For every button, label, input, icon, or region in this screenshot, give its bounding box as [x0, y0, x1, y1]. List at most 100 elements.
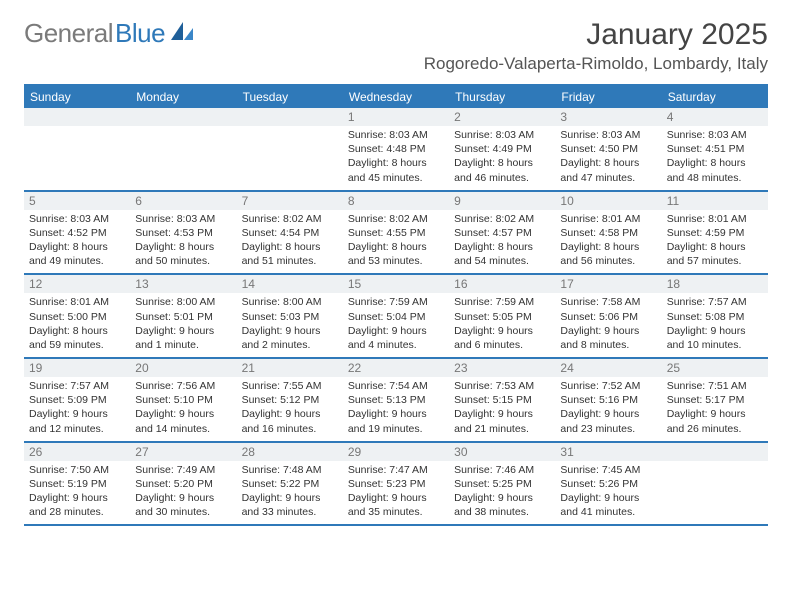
- dow-friday: Friday: [555, 86, 661, 108]
- day-sunrise: Sunrise: 7:50 AM: [29, 463, 125, 477]
- day-sunrise: Sunrise: 7:57 AM: [29, 379, 125, 393]
- day-details: Sunrise: 7:57 AMSunset: 5:08 PMDaylight:…: [662, 293, 768, 357]
- title-location: Rogoredo-Valaperta-Rimoldo, Lombardy, It…: [424, 54, 768, 74]
- day-daylight2: and 51 minutes.: [242, 254, 338, 268]
- day-daylight1: Daylight: 9 hours: [454, 407, 550, 421]
- day-sunset: Sunset: 4:58 PM: [560, 226, 656, 240]
- day-daylight1: Daylight: 8 hours: [29, 240, 125, 254]
- day-daylight1: Daylight: 9 hours: [560, 407, 656, 421]
- day-number: 16: [449, 275, 555, 293]
- day-daylight2: and 2 minutes.: [242, 338, 338, 352]
- day-details: Sunrise: 8:00 AMSunset: 5:01 PMDaylight:…: [130, 293, 236, 357]
- day-sunrise: Sunrise: 8:00 AM: [135, 295, 231, 309]
- calendar-day: 6Sunrise: 8:03 AMSunset: 4:53 PMDaylight…: [130, 192, 236, 274]
- day-sunset: Sunset: 5:19 PM: [29, 477, 125, 491]
- day-sunset: Sunset: 4:59 PM: [667, 226, 763, 240]
- calendar-day: .: [130, 108, 236, 190]
- calendar-day: 4Sunrise: 8:03 AMSunset: 4:51 PMDaylight…: [662, 108, 768, 190]
- day-details: Sunrise: 7:51 AMSunset: 5:17 PMDaylight:…: [662, 377, 768, 441]
- day-sunrise: Sunrise: 8:03 AM: [348, 128, 444, 142]
- day-daylight2: and 38 minutes.: [454, 505, 550, 519]
- dow-wednesday: Wednesday: [343, 86, 449, 108]
- dow-sunday: Sunday: [24, 86, 130, 108]
- calendar-day: 20Sunrise: 7:56 AMSunset: 5:10 PMDayligh…: [130, 359, 236, 441]
- day-daylight1: Daylight: 8 hours: [667, 240, 763, 254]
- calendar-day: .: [662, 443, 768, 525]
- day-sunrise: Sunrise: 8:03 AM: [667, 128, 763, 142]
- calendar-day: 23Sunrise: 7:53 AMSunset: 5:15 PMDayligh…: [449, 359, 555, 441]
- day-sunset: Sunset: 5:01 PM: [135, 310, 231, 324]
- day-number: .: [662, 443, 768, 461]
- calendar-day: .: [237, 108, 343, 190]
- calendar-day: 25Sunrise: 7:51 AMSunset: 5:17 PMDayligh…: [662, 359, 768, 441]
- day-daylight1: Daylight: 9 hours: [348, 324, 444, 338]
- day-sunset: Sunset: 4:52 PM: [29, 226, 125, 240]
- day-number: 7: [237, 192, 343, 210]
- day-details: [237, 126, 343, 133]
- dow-thursday: Thursday: [449, 86, 555, 108]
- day-daylight2: and 4 minutes.: [348, 338, 444, 352]
- day-sunrise: Sunrise: 7:55 AM: [242, 379, 338, 393]
- day-details: Sunrise: 8:01 AMSunset: 4:59 PMDaylight:…: [662, 210, 768, 274]
- day-sunrise: Sunrise: 8:01 AM: [29, 295, 125, 309]
- calendar-day: 16Sunrise: 7:59 AMSunset: 5:05 PMDayligh…: [449, 275, 555, 357]
- day-sunrise: Sunrise: 7:47 AM: [348, 463, 444, 477]
- day-daylight2: and 8 minutes.: [560, 338, 656, 352]
- calendar-day: 31Sunrise: 7:45 AMSunset: 5:26 PMDayligh…: [555, 443, 661, 525]
- day-sunrise: Sunrise: 7:45 AM: [560, 463, 656, 477]
- day-sunset: Sunset: 5:15 PM: [454, 393, 550, 407]
- day-sunrise: Sunrise: 8:01 AM: [560, 212, 656, 226]
- title-block: January 2025 Rogoredo-Valaperta-Rimoldo,…: [424, 18, 768, 74]
- day-number: 9: [449, 192, 555, 210]
- day-daylight1: Daylight: 9 hours: [667, 324, 763, 338]
- day-sunset: Sunset: 5:06 PM: [560, 310, 656, 324]
- day-sunset: Sunset: 5:10 PM: [135, 393, 231, 407]
- day-daylight2: and 1 minute.: [135, 338, 231, 352]
- day-number: 1: [343, 108, 449, 126]
- day-sunrise: Sunrise: 8:00 AM: [242, 295, 338, 309]
- brand-part2: Blue: [115, 18, 165, 49]
- day-number: 11: [662, 192, 768, 210]
- calendar-day: 8Sunrise: 8:02 AMSunset: 4:55 PMDaylight…: [343, 192, 449, 274]
- day-daylight1: Daylight: 8 hours: [560, 156, 656, 170]
- day-sunset: Sunset: 5:22 PM: [242, 477, 338, 491]
- day-number: 2: [449, 108, 555, 126]
- day-sunrise: Sunrise: 7:52 AM: [560, 379, 656, 393]
- day-sunset: Sunset: 4:55 PM: [348, 226, 444, 240]
- day-sunset: Sunset: 5:26 PM: [560, 477, 656, 491]
- day-daylight2: and 41 minutes.: [560, 505, 656, 519]
- day-sunset: Sunset: 4:49 PM: [454, 142, 550, 156]
- day-daylight1: Daylight: 8 hours: [135, 240, 231, 254]
- day-daylight2: and 14 minutes.: [135, 422, 231, 436]
- day-number: .: [130, 108, 236, 126]
- day-sunrise: Sunrise: 8:03 AM: [454, 128, 550, 142]
- day-daylight1: Daylight: 8 hours: [454, 156, 550, 170]
- day-sunset: Sunset: 4:51 PM: [667, 142, 763, 156]
- day-details: Sunrise: 7:56 AMSunset: 5:10 PMDaylight:…: [130, 377, 236, 441]
- day-sunset: Sunset: 5:13 PM: [348, 393, 444, 407]
- dow-monday: Monday: [130, 86, 236, 108]
- day-details: Sunrise: 8:03 AMSunset: 4:48 PMDaylight:…: [343, 126, 449, 190]
- day-daylight2: and 21 minutes.: [454, 422, 550, 436]
- day-sunset: Sunset: 4:54 PM: [242, 226, 338, 240]
- day-daylight2: and 30 minutes.: [135, 505, 231, 519]
- day-daylight2: and 35 minutes.: [348, 505, 444, 519]
- day-details: Sunrise: 8:03 AMSunset: 4:50 PMDaylight:…: [555, 126, 661, 190]
- calendar-week: ...1Sunrise: 8:03 AMSunset: 4:48 PMDayli…: [24, 108, 768, 192]
- day-daylight2: and 57 minutes.: [667, 254, 763, 268]
- day-number: 29: [343, 443, 449, 461]
- brand-sail-icon: [169, 20, 195, 42]
- calendar-day: 7Sunrise: 8:02 AMSunset: 4:54 PMDaylight…: [237, 192, 343, 274]
- day-number: 6: [130, 192, 236, 210]
- day-daylight1: Daylight: 9 hours: [560, 491, 656, 505]
- calendar-day: 29Sunrise: 7:47 AMSunset: 5:23 PMDayligh…: [343, 443, 449, 525]
- day-details: Sunrise: 7:55 AMSunset: 5:12 PMDaylight:…: [237, 377, 343, 441]
- day-daylight2: and 56 minutes.: [560, 254, 656, 268]
- day-details: Sunrise: 8:02 AMSunset: 4:54 PMDaylight:…: [237, 210, 343, 274]
- day-sunrise: Sunrise: 7:59 AM: [348, 295, 444, 309]
- calendar-week: 12Sunrise: 8:01 AMSunset: 5:00 PMDayligh…: [24, 275, 768, 359]
- day-number: 18: [662, 275, 768, 293]
- day-number: 13: [130, 275, 236, 293]
- day-details: Sunrise: 7:52 AMSunset: 5:16 PMDaylight:…: [555, 377, 661, 441]
- calendar-day: 14Sunrise: 8:00 AMSunset: 5:03 PMDayligh…: [237, 275, 343, 357]
